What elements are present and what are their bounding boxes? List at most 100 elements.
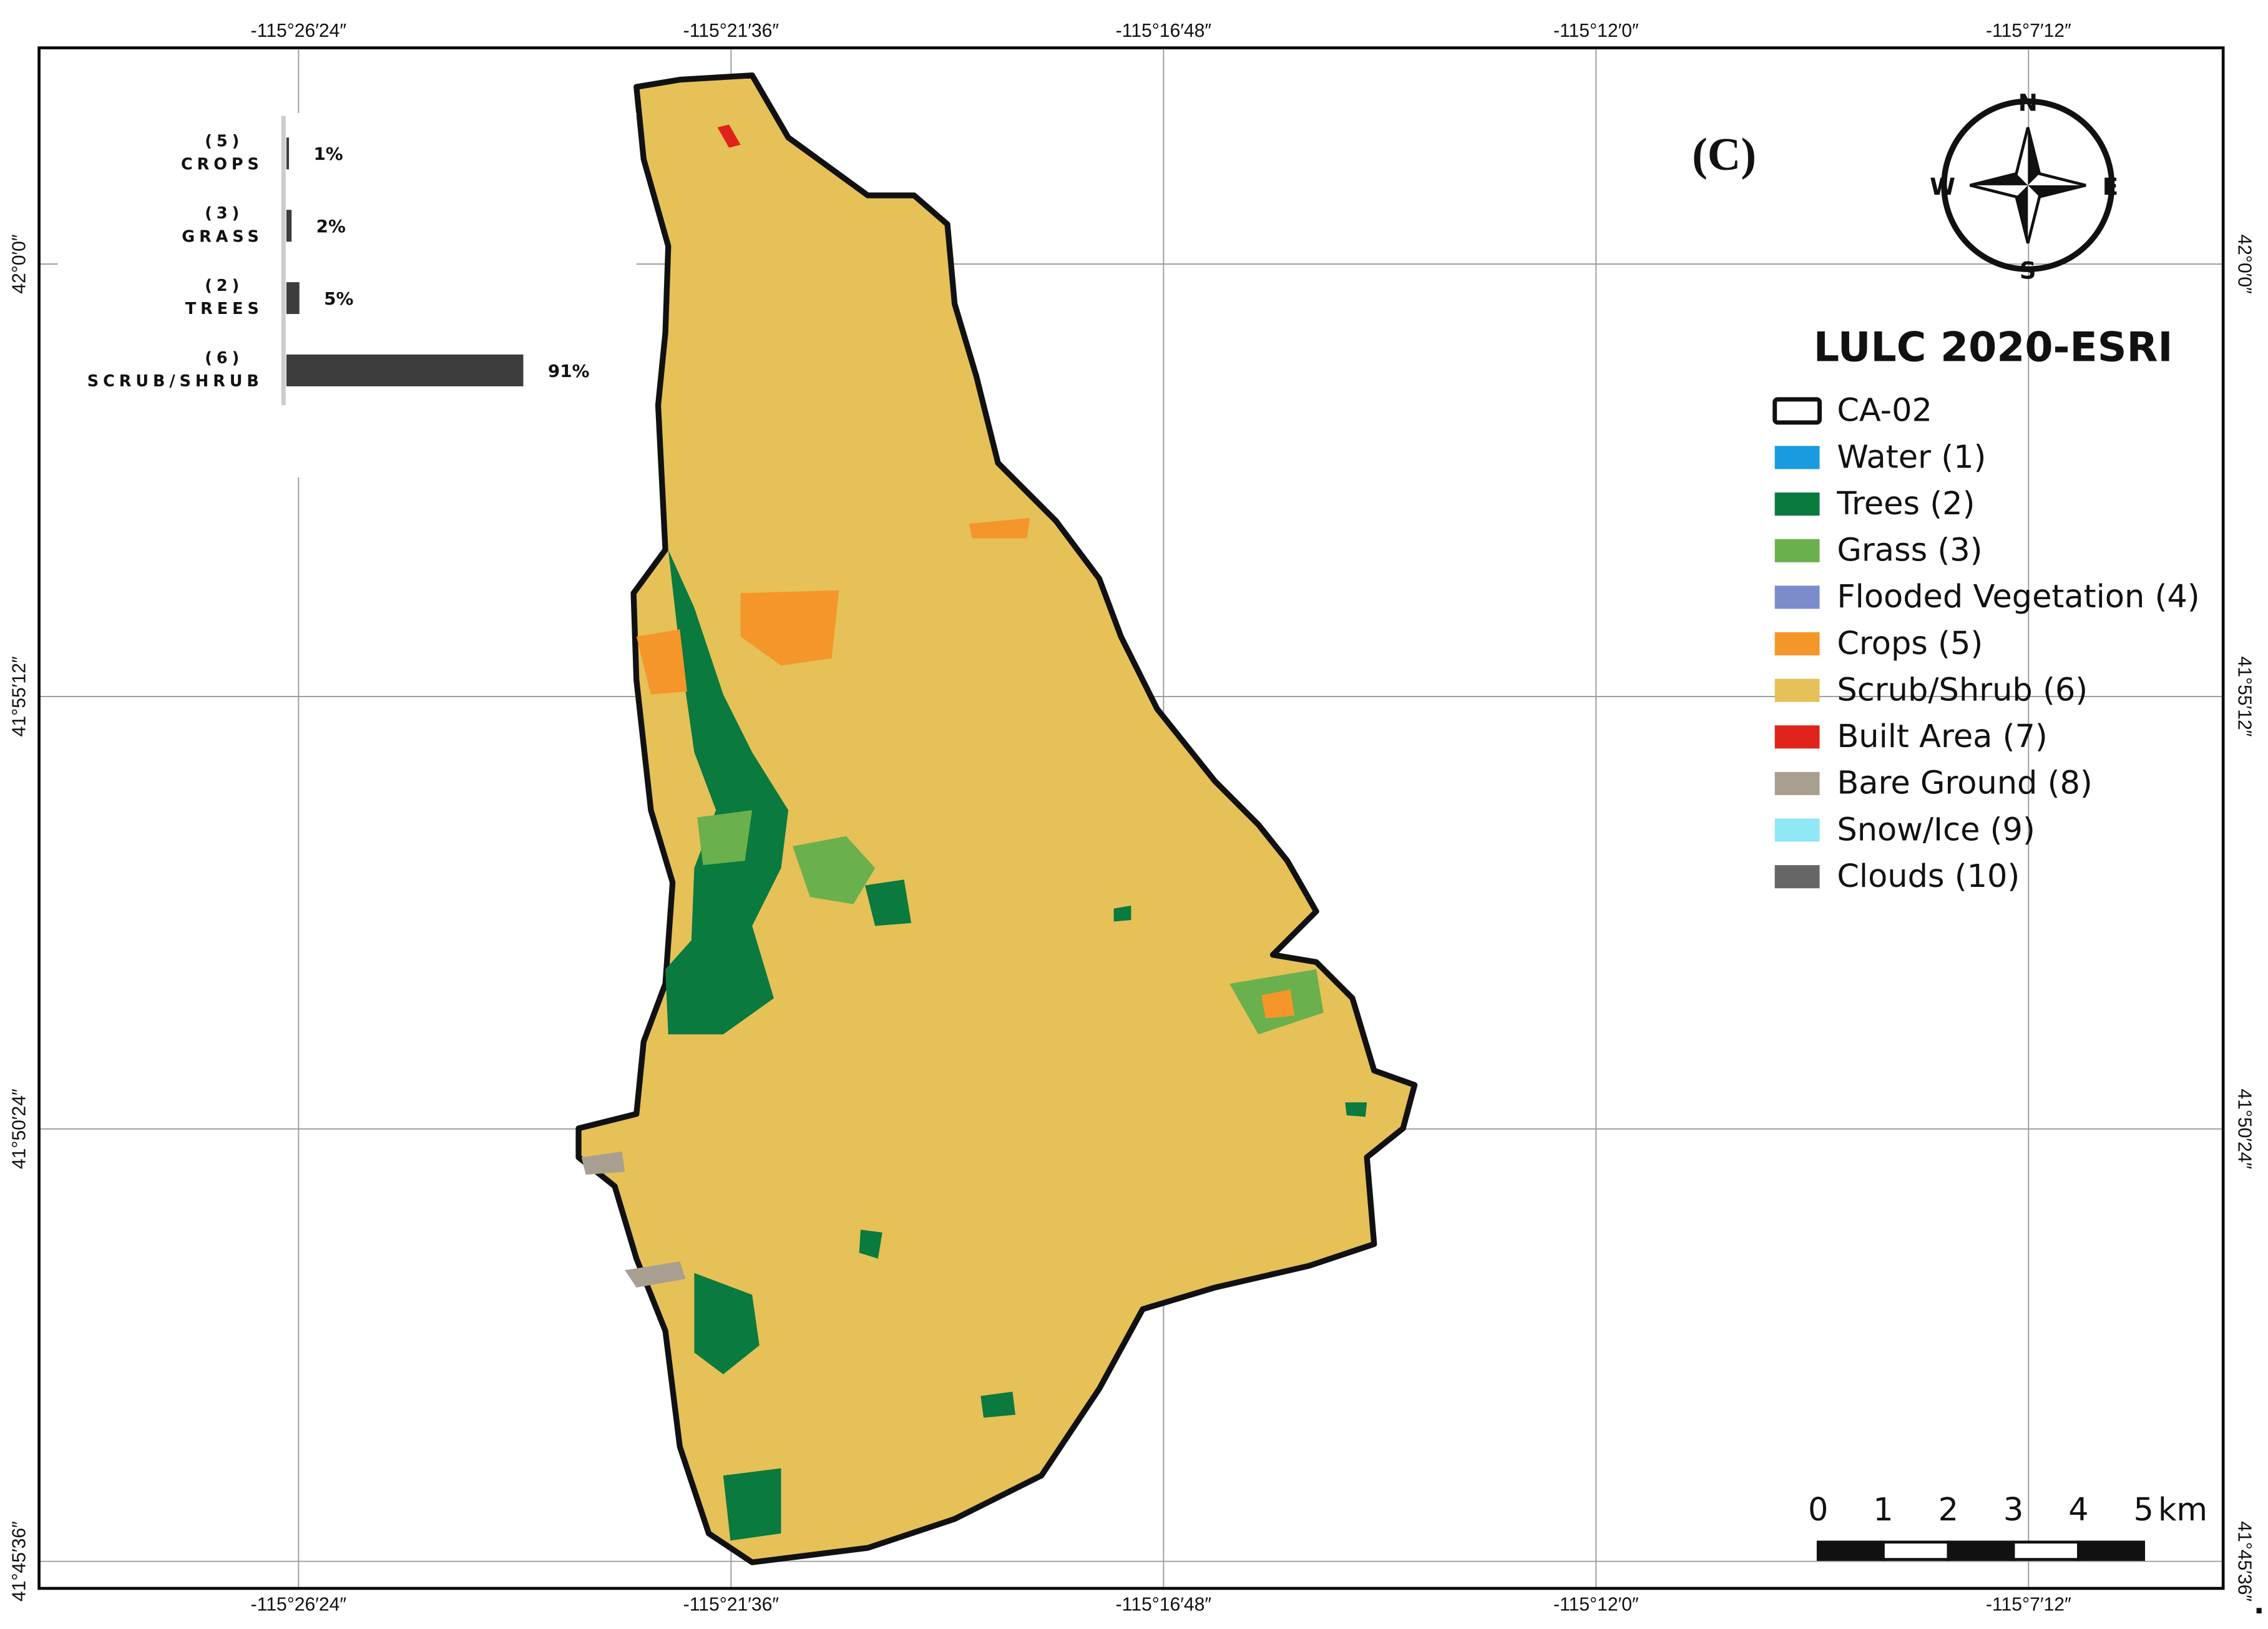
scale-segment [2077,1540,2146,1561]
compass-e: E [2103,174,2118,200]
scale-label: 1 [1873,1492,1893,1529]
trees-patch [980,1391,1015,1418]
grass-patch [697,810,753,866]
bar [286,282,300,315]
basin [575,72,1418,1565]
legend-label: Flooded Vegetation (4) [1837,579,2199,615]
bare-patch [581,1152,625,1175]
trees-patch [723,1468,781,1541]
map-frame [37,46,2225,1590]
x-tick-label-top: -115°7′12″ [1986,21,2071,41]
panel-label: (C) [1692,129,1756,180]
compass-s: S [2020,257,2036,284]
built-patch [717,124,741,148]
y-tick-label-left: 41°45′36″ [9,1521,29,1602]
x-tick-label-bottom: -115°16′48″ [1116,1595,1212,1615]
compass-n: N [2018,90,2038,117]
legend-swatch [1774,818,1820,842]
value-label: 5% [324,288,353,309]
x-tick-label-top: -115°16′48″ [1116,21,1212,41]
legend-swatch [1774,446,1820,469]
grass-patch [793,836,876,904]
y-tick-label-right: 41°45′36″ [2234,1521,2255,1602]
legend: CA-02 Water (1) Trees (2) Grass (3) Flooded … [1772,393,2200,895]
legend-label: Scrub/Shrub (6) [1837,672,2088,708]
compass-w: W [1930,174,1955,200]
legend-label: Grass (3) [1837,532,1982,569]
y-tick-label-right: 42°0′0″ [2234,234,2255,294]
y-tick-label-left: 42°0′0″ [9,234,29,294]
legend-label: Bare Ground (8) [1837,765,2092,802]
y-tick-label-left: 41°55′12″ [9,656,29,736]
category-code: (2) [205,276,243,295]
y-tick-label-left: 41°50′24″ [9,1088,29,1169]
legend-swatch [1774,725,1820,749]
x-tick-label-top: -115°26′24″ [251,21,347,41]
x-tick-label-top: -115°12′0″ [1553,21,1639,41]
category-code: (5) [205,132,243,150]
x-tick-label-bottom: -115°12′0″ [1553,1595,1639,1615]
scale-segment [1947,1540,2015,1561]
legend-label: Water (1) [1837,439,1986,476]
legend-label: CA-02 [1837,393,1932,429]
category-label: CROPS [181,155,263,174]
legend-label: Clouds (10) [1837,858,2020,895]
category-code: (6) [205,349,243,368]
crops-patch [636,629,687,695]
crops-patch [1261,989,1295,1019]
crops-patch [969,517,1030,539]
legend-swatch [1772,397,1822,425]
trees-patch [859,1230,882,1259]
category-label: GRASS [182,227,263,246]
bar [286,137,290,170]
legend-label: Trees (2) [1836,486,1975,522]
x-tick-label-top: -115°21′36″ [683,21,780,41]
legend-swatch [1774,585,1820,609]
legend-label: Snow/Ice (9) [1837,811,2035,848]
bar [286,355,524,386]
legend-title: LULC 2020-ESRI [1814,325,2173,371]
x-tick-label-bottom: -115°7′12″ [1986,1595,2071,1615]
legend-label: Built Area (7) [1837,718,2047,755]
compass: N E S W [1930,90,2118,285]
scale-unit: km [2158,1492,2207,1529]
trees-patch [665,549,789,1035]
compass-ring [1941,98,2115,272]
legend-swatch [1774,865,1820,889]
scale-bar: 0 1 2 3 4 5 km [1808,1492,2207,1561]
scale-label: 4 [2068,1492,2088,1529]
trailing-mark: . [2254,1587,2265,1620]
scale-label: 2 [1938,1492,1958,1529]
category-label: SCRUB/SHRUB [87,372,263,391]
inset-background [57,112,637,477]
category-code: (3) [205,204,243,223]
x-tick-label-bottom: -115°21′36″ [683,1595,780,1615]
bare-patch [625,1261,686,1288]
trees-patch [694,1273,760,1374]
crops-patch [740,590,839,666]
scale-segment [1882,1540,1950,1561]
value-label: 1% [313,144,343,164]
scale-label: 3 [2003,1492,2023,1529]
bar [286,210,292,242]
value-label: 2% [316,216,346,237]
basin-area [575,72,1418,1565]
y-tick-label-right: 41°55′12″ [2234,657,2255,737]
scale-label: 5 [2133,1492,2153,1529]
legend-swatch [1774,539,1820,562]
value-label: 91% [548,361,590,381]
scale-segment [2011,1540,2080,1561]
legend-swatch [1774,632,1820,656]
compass-star-fill [1970,127,2086,243]
trees-patch [1113,906,1132,922]
legend-swatch [1774,678,1820,702]
legend-swatch [1774,492,1820,516]
trees-patch [1345,1102,1367,1117]
legend-label: Crops (5) [1837,625,1983,662]
y-tick-label-right: 41°50′24″ [2234,1088,2255,1169]
trees-patch [864,879,912,926]
inset-chart: (5) CROPS 1% (3) GRASS 2% (2) TREES 5% (6) SCRUB/S… [57,112,637,477]
legend-swatch [1774,771,1820,795]
